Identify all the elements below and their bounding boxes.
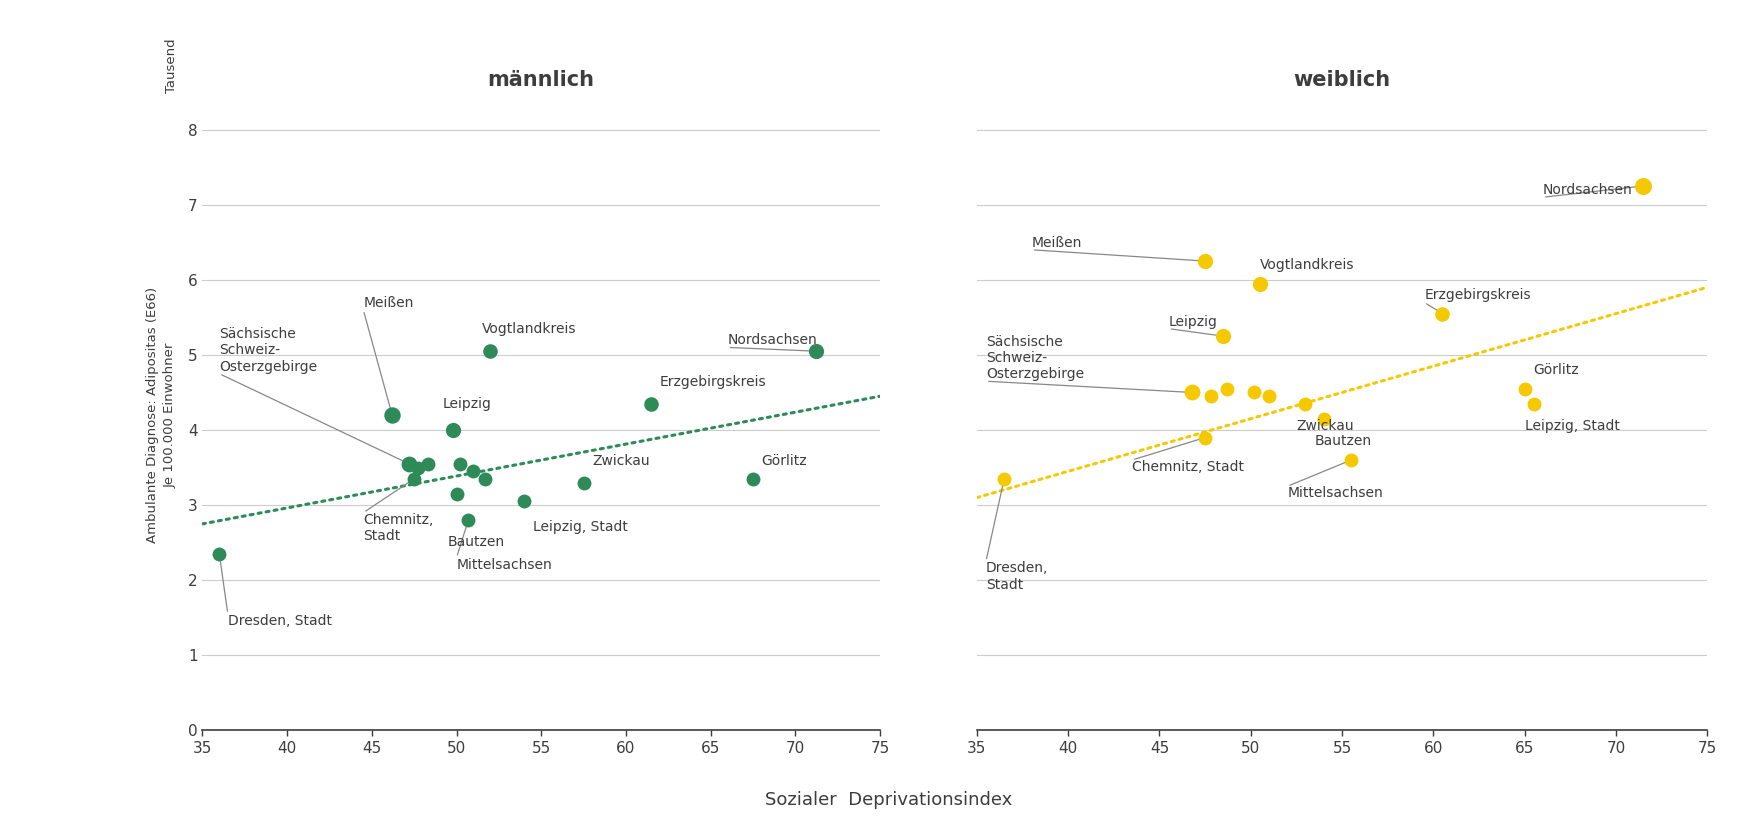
Text: Leipzig: Leipzig — [1169, 315, 1218, 329]
Text: Zwickau: Zwickau — [1297, 419, 1353, 432]
Point — [991, 472, 1019, 486]
Point — [442, 487, 470, 500]
Text: Dresden,
Stadt: Dresden, Stadt — [986, 561, 1049, 592]
Text: Erzgebirgskreis: Erzgebirgskreis — [660, 374, 766, 388]
Point — [1192, 431, 1220, 444]
Point — [801, 344, 829, 358]
Text: Chemnitz,
Stadt: Chemnitz, Stadt — [363, 513, 433, 543]
Text: Erzgebirgskreis: Erzgebirgskreis — [1424, 288, 1531, 302]
Point — [739, 472, 767, 486]
Text: Mittelsachsen: Mittelsachsen — [456, 558, 553, 572]
Point — [459, 465, 488, 478]
Point — [1519, 397, 1547, 410]
Point — [1246, 277, 1274, 290]
Point — [403, 461, 431, 474]
Text: Meißen: Meißen — [1031, 236, 1082, 250]
Point — [1429, 307, 1457, 320]
Text: Vogtlandkreis: Vogtlandkreis — [482, 322, 577, 336]
Text: Görlitz: Görlitz — [762, 453, 808, 467]
Text: Vogtlandkreis: Vogtlandkreis — [1260, 258, 1355, 272]
Point — [445, 457, 473, 471]
Point — [394, 457, 422, 471]
Point — [1192, 255, 1220, 268]
Point — [637, 397, 665, 410]
Point — [414, 457, 442, 471]
Text: Sächsische
Schweiz-
Osterzgebirge: Sächsische Schweiz- Osterzgebirge — [220, 327, 317, 374]
Point — [477, 344, 505, 358]
Point — [1292, 397, 1320, 410]
Text: Bautzen: Bautzen — [1315, 434, 1371, 447]
Text: Tausend: Tausend — [165, 39, 178, 93]
Point — [438, 423, 466, 437]
Point — [570, 476, 598, 489]
Text: Leipzig: Leipzig — [444, 398, 491, 411]
Text: Nordsachsen: Nordsachsen — [727, 334, 817, 348]
Point — [378, 408, 407, 422]
Point — [1630, 179, 1658, 193]
Text: Chemnitz, Stadt: Chemnitz, Stadt — [1132, 460, 1244, 474]
Point — [1241, 386, 1269, 399]
Text: Zwickau: Zwickau — [591, 453, 649, 467]
Text: Mittelsachsen: Mittelsachsen — [1287, 486, 1383, 500]
Point — [510, 495, 539, 508]
Point — [1338, 453, 1366, 466]
Text: Meißen: Meißen — [363, 295, 414, 310]
Text: Sächsische
Schweiz-
Osterzgebirge: Sächsische Schweiz- Osterzgebirge — [986, 334, 1084, 381]
Point — [472, 472, 500, 486]
Text: Bautzen: Bautzen — [449, 535, 505, 549]
Title: weiblich: weiblich — [1294, 70, 1390, 90]
Text: Nordsachsen: Nordsachsen — [1544, 183, 1633, 198]
Text: Leipzig, Stadt: Leipzig, Stadt — [1524, 419, 1619, 432]
Point — [400, 472, 428, 486]
Text: Görlitz: Görlitz — [1533, 364, 1579, 378]
Point — [1209, 330, 1237, 343]
Point — [454, 514, 482, 527]
Text: Sozialer  Deprivationsindex: Sozialer Deprivationsindex — [766, 791, 1012, 809]
Point — [1177, 386, 1206, 399]
Point — [1197, 389, 1225, 403]
Point — [1213, 382, 1241, 395]
Text: Leipzig, Stadt: Leipzig, Stadt — [533, 520, 628, 535]
Y-axis label: Ambulante Diagnose: Adipositas (E66)
Je 100.000 Einwohner: Ambulante Diagnose: Adipositas (E66) Je … — [146, 287, 176, 543]
Point — [1309, 413, 1338, 426]
Text: Dresden, Stadt: Dresden, Stadt — [227, 614, 333, 628]
Title: männlich: männlich — [488, 70, 595, 90]
Point — [1255, 389, 1283, 403]
Point — [206, 547, 234, 560]
Point — [1510, 382, 1538, 395]
